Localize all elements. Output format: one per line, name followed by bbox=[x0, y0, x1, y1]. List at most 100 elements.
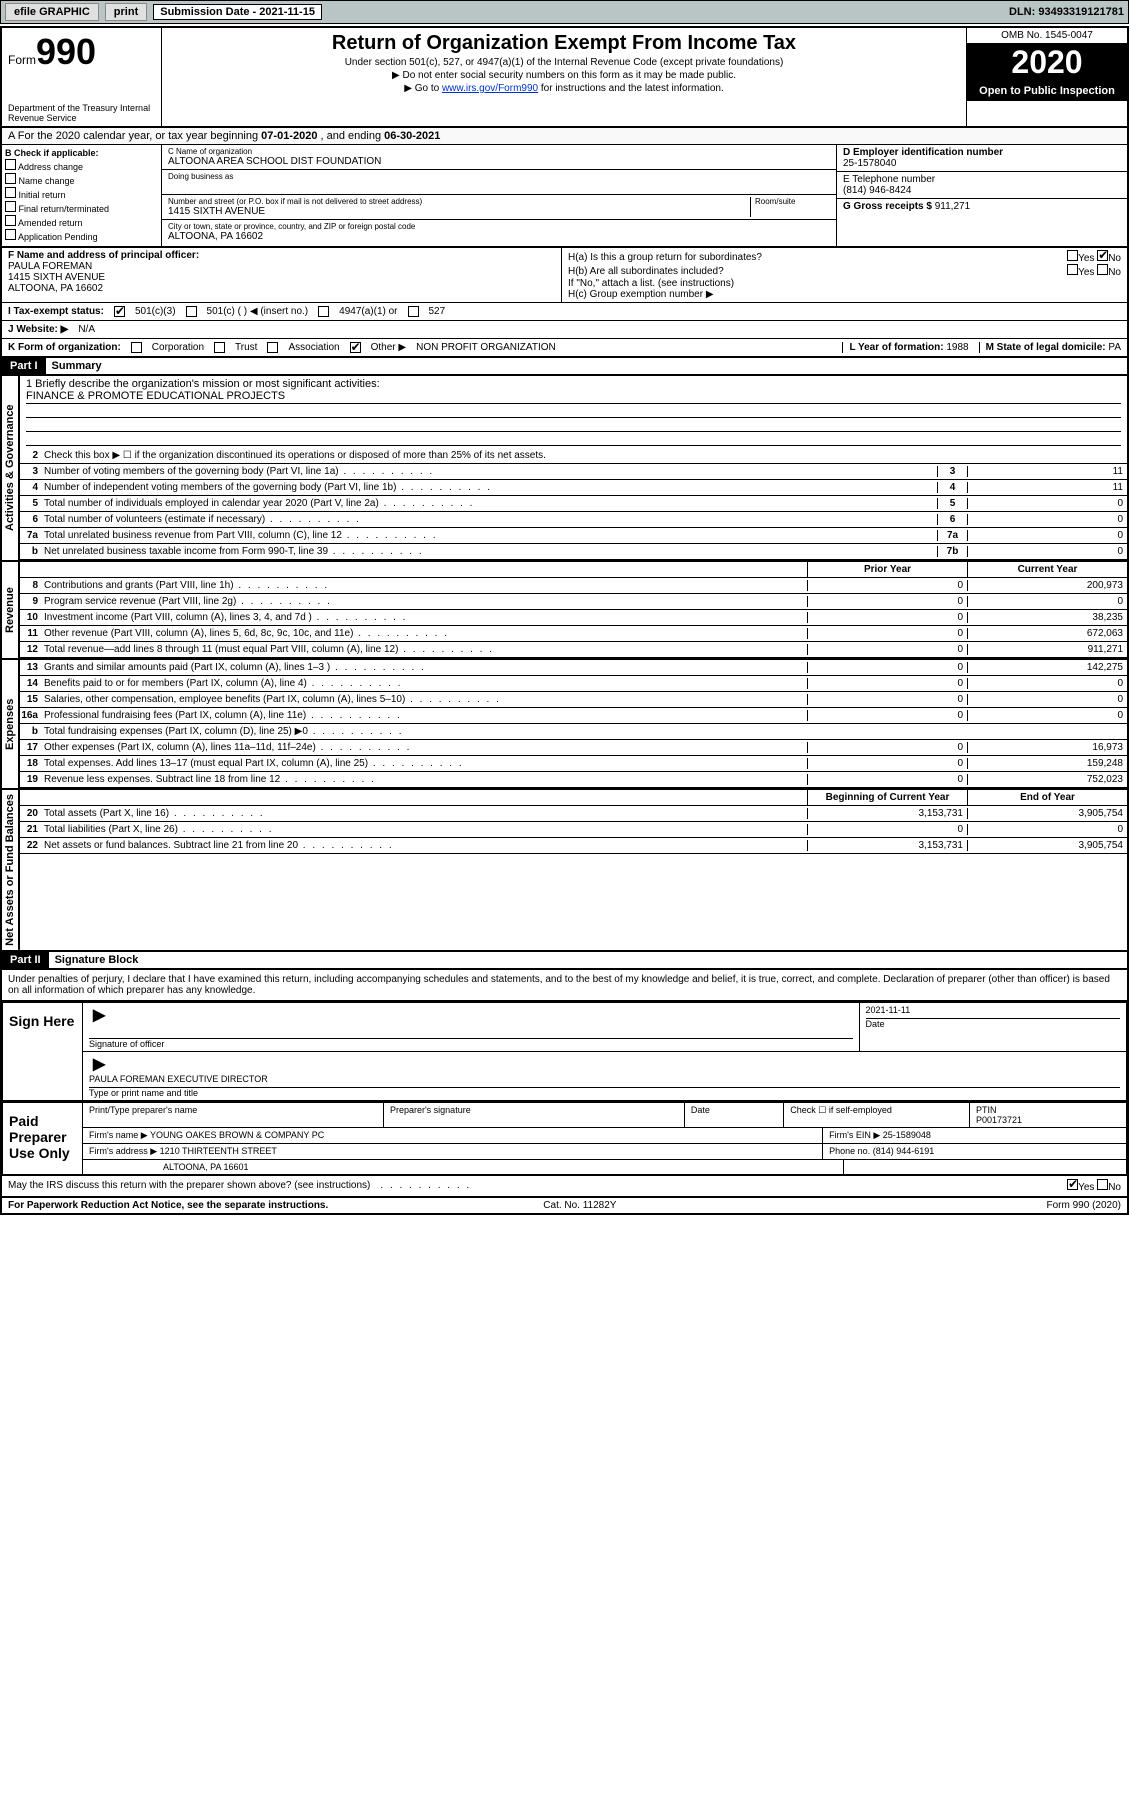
sig-date-label: Date bbox=[866, 1019, 885, 1029]
line-11: 11Other revenue (Part VIII, column (A), … bbox=[20, 626, 1127, 642]
cb-corp[interactable] bbox=[131, 342, 142, 353]
ha-yes[interactable] bbox=[1067, 250, 1078, 261]
discuss-text: May the IRS discuss this return with the… bbox=[8, 1180, 370, 1191]
print-button[interactable]: print bbox=[105, 3, 147, 21]
phone: (814) 946-8424 bbox=[843, 185, 1121, 196]
k-label: K Form of organization: bbox=[8, 342, 121, 353]
hc-label: H(c) Group exemption number ▶ bbox=[568, 289, 1121, 300]
fphone-lbl: Phone no. bbox=[829, 1146, 870, 1156]
sig-officer-label: Signature of officer bbox=[89, 1039, 164, 1049]
city: ALTOONA, PA 16602 bbox=[168, 231, 830, 242]
box-b-label: B Check if applicable: bbox=[5, 148, 99, 158]
faddr1: 1210 THIRTEENTH STREET bbox=[160, 1146, 277, 1156]
m-val: PA bbox=[1108, 342, 1121, 353]
dba-label: Doing business as bbox=[168, 172, 830, 181]
faddr-lbl: Firm's address ▶ bbox=[89, 1146, 157, 1156]
l-label: L Year of formation: bbox=[849, 342, 943, 353]
hb-no[interactable] bbox=[1097, 264, 1108, 275]
mission-label: 1 Briefly describe the organization's mi… bbox=[26, 378, 1121, 390]
cb-address-change[interactable]: Address change bbox=[5, 159, 158, 172]
fein: 25-1589048 bbox=[883, 1130, 931, 1140]
cat-no: Cat. No. 11282Y bbox=[543, 1200, 616, 1211]
efile-button[interactable]: efile GRAPHIC bbox=[5, 3, 99, 21]
form-org-row: K Form of organization: Corporation Trus… bbox=[2, 339, 1127, 358]
box-d: D Employer identification number25-15780… bbox=[837, 145, 1127, 246]
ha-label: H(a) Is this a group return for subordin… bbox=[568, 252, 762, 263]
mission-text: FINANCE & PROMOTE EDUCATIONAL PROJECTS bbox=[26, 390, 1121, 404]
cb-4947[interactable] bbox=[318, 306, 329, 317]
cb-app-pending[interactable]: Application Pending bbox=[5, 229, 158, 242]
sig-date: 2021-11-11 bbox=[866, 1005, 1121, 1019]
discuss-no[interactable] bbox=[1097, 1179, 1108, 1190]
cb-final-return[interactable]: Final return/terminated bbox=[5, 201, 158, 214]
gross-label: G Gross receipts $ bbox=[843, 201, 932, 212]
fphone: (814) 944-6191 bbox=[873, 1146, 935, 1156]
fein-lbl: Firm's EIN ▶ bbox=[829, 1130, 880, 1140]
cb-501c[interactable] bbox=[186, 306, 197, 317]
hb-yes[interactable] bbox=[1067, 264, 1078, 275]
cb-other[interactable] bbox=[350, 342, 361, 353]
prior-year-hdr: Prior Year bbox=[807, 562, 967, 577]
form-note2: ▶ Go to www.irs.gov/Form990 for instruct… bbox=[166, 83, 962, 94]
tax-status-lbl: I Tax-exempt status: bbox=[8, 306, 104, 317]
dept-treasury: Department of the Treasury Internal Reve… bbox=[8, 103, 155, 123]
org-name-label: C Name of organization bbox=[168, 147, 830, 156]
line-17: 17Other expenses (Part IX, column (A), l… bbox=[20, 740, 1127, 756]
discuss-row: May the IRS discuss this return with the… bbox=[2, 1176, 1127, 1198]
line-13: 13Grants and similar amounts paid (Part … bbox=[20, 660, 1127, 676]
opt-501c: 501(c) ( ) ◀ (insert no.) bbox=[207, 306, 309, 317]
form-label: Form bbox=[8, 53, 36, 67]
cb-initial-return[interactable]: Initial return bbox=[5, 187, 158, 200]
cb-assoc[interactable] bbox=[267, 342, 278, 353]
line-19: 19Revenue less expenses. Subtract line 1… bbox=[20, 772, 1127, 788]
website-label: J Website: ▶ bbox=[8, 324, 68, 335]
top-toolbar: efile GRAPHIC print Submission Date - 20… bbox=[0, 0, 1129, 24]
line-b: bTotal fundraising expenses (Part IX, co… bbox=[20, 724, 1127, 740]
gov-line-3: 3Number of voting members of the governi… bbox=[20, 464, 1127, 480]
sign-here-label: Sign Here bbox=[3, 1003, 83, 1100]
street-label: Number and street (or P.O. box if mail i… bbox=[168, 197, 750, 206]
room-label: Room/suite bbox=[755, 197, 830, 206]
cb-501c3[interactable] bbox=[114, 306, 125, 317]
opt-4947: 4947(a)(1) or bbox=[339, 306, 397, 317]
part-i-title: Summary bbox=[46, 358, 108, 374]
period-text-a: For the 2020 calendar year, or tax year … bbox=[18, 130, 261, 142]
website-row: J Website: ▶ N/A bbox=[2, 321, 1127, 339]
paid-prep-label: Paid Preparer Use Only bbox=[3, 1103, 83, 1174]
form-subtitle: Under section 501(c), 527, or 4947(a)(1)… bbox=[166, 57, 962, 68]
officer-typed: PAULA FOREMAN EXECUTIVE DIRECTOR bbox=[89, 1074, 1120, 1088]
form-number-box: Form990 Department of the Treasury Inter… bbox=[2, 28, 162, 126]
irs-link[interactable]: www.irs.gov/Form990 bbox=[442, 83, 538, 94]
opt-527: 527 bbox=[429, 306, 446, 317]
cb-amended[interactable]: Amended return bbox=[5, 215, 158, 228]
line-10: 10Investment income (Part VIII, column (… bbox=[20, 610, 1127, 626]
gov-line-7a: 7aTotal unrelated business revenue from … bbox=[20, 528, 1127, 544]
gov-line-5: 5Total number of individuals employed in… bbox=[20, 496, 1127, 512]
right-header-box: OMB No. 1545-0047 2020 Open to Public In… bbox=[967, 28, 1127, 126]
part-ii-header: Part II bbox=[2, 952, 49, 968]
line-20: 20Total assets (Part X, line 16)3,153,73… bbox=[20, 806, 1127, 822]
cb-name-change[interactable]: Name change bbox=[5, 173, 158, 186]
line-21: 21Total liabilities (Part X, line 26)00 bbox=[20, 822, 1127, 838]
line-9: 9Program service revenue (Part VIII, lin… bbox=[20, 594, 1127, 610]
street: 1415 SIXTH AVENUE bbox=[168, 206, 750, 217]
k-other-val: NON PROFIT ORGANIZATION bbox=[416, 342, 556, 353]
officer-addr1: 1415 SIXTH AVENUE bbox=[8, 272, 105, 283]
hb-label: H(b) Are all subordinates included? bbox=[568, 266, 724, 277]
ein-label: D Employer identification number bbox=[843, 147, 1003, 158]
prep-sig-lbl: Preparer's signature bbox=[384, 1103, 685, 1127]
gross-receipts: 911,271 bbox=[935, 201, 970, 212]
cb-527[interactable] bbox=[408, 306, 419, 317]
form-note1: ▶ Do not enter social security numbers o… bbox=[166, 70, 962, 81]
ha-no[interactable] bbox=[1097, 250, 1108, 261]
line2: Check this box ▶ ☐ if the organization d… bbox=[44, 450, 1127, 461]
prep-name-lbl: Print/Type preparer's name bbox=[83, 1103, 384, 1127]
box-f: F Name and address of principal officer:… bbox=[2, 248, 562, 302]
title-box: Return of Organization Exempt From Incom… bbox=[162, 28, 967, 126]
self-emp-lbl: Check ☐ if self-employed bbox=[784, 1103, 970, 1127]
org-name: ALTOONA AREA SCHOOL DIST FOUNDATION bbox=[168, 156, 830, 167]
cb-trust[interactable] bbox=[214, 342, 225, 353]
current-year-hdr: Current Year bbox=[967, 562, 1127, 577]
discuss-yes[interactable] bbox=[1067, 1179, 1078, 1190]
officer-name: PAULA FOREMAN bbox=[8, 261, 92, 272]
